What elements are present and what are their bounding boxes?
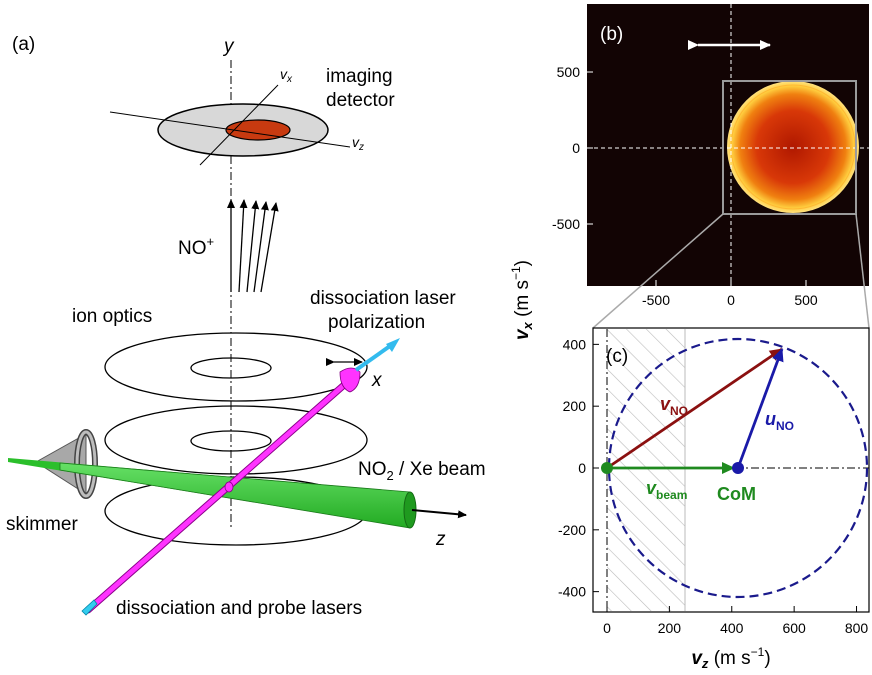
- tick-label: 500: [557, 64, 581, 80]
- com-dot: [732, 462, 744, 474]
- x-tick-label: 800: [845, 620, 869, 636]
- imaging-detector: [109, 84, 351, 166]
- v-no-label: vNO: [660, 394, 688, 418]
- vx-axis-line: [199, 84, 279, 166]
- tick-label: 0: [572, 140, 580, 156]
- y-tick-label: 200: [563, 398, 587, 414]
- vx-label: vx: [280, 66, 293, 85]
- detector-label-line1: imaging: [326, 66, 393, 87]
- y-tick-label: -400: [558, 584, 586, 600]
- z-axis-label: z: [435, 529, 446, 550]
- ion-arrows: [227, 199, 279, 293]
- velocity-ring: [727, 81, 859, 213]
- panel-a-label: (a): [12, 34, 35, 55]
- tick-label: 0: [727, 292, 735, 308]
- v-no-vector: [606, 347, 783, 470]
- x-tick-label: 600: [782, 620, 806, 636]
- tick-label: 500: [794, 292, 818, 308]
- panel-b-label: (b): [600, 24, 623, 45]
- z-axis-arrow: [411, 509, 467, 519]
- panel-c-ticks: -400 -200 0 200 400 0 200 400 600 800: [558, 336, 868, 636]
- laser-beam: [81, 338, 400, 616]
- panel-a: (a) y vx vz imaging detector NO+ ion opt…: [6, 34, 486, 619]
- tick-label: -500: [642, 292, 670, 308]
- panel-c: vNO uNO vbeam CoM (c) -400 -200 0 200 400 0 20…: [558, 327, 870, 636]
- tick-label: -500: [552, 216, 580, 232]
- com-label: CoM: [717, 484, 756, 504]
- polarization-label-line1: dissociation laser: [310, 288, 456, 309]
- origin-dot: [601, 462, 613, 474]
- panel-c-label: (c): [606, 346, 628, 367]
- u-no-label: uNO: [765, 409, 794, 433]
- y-tick-label: 0: [578, 460, 586, 476]
- ion-optics-label: ion optics: [72, 306, 152, 327]
- u-no-vector: [736, 348, 784, 469]
- shared-y-axis-label: vx (m s−1): [509, 260, 535, 340]
- zoom-connector-left: [592, 213, 724, 329]
- ion-label: NO+: [178, 234, 214, 259]
- x-axis-label: x: [371, 370, 383, 391]
- hatched-region: [607, 329, 685, 611]
- shared-x-axis-label: vz (m s−1): [691, 645, 770, 671]
- v-beam-label: vbeam: [646, 478, 687, 502]
- molecular-beam: [8, 458, 417, 529]
- panel-b-y-ticks: 500 0 -500: [552, 64, 593, 232]
- x-tick-label: 200: [658, 620, 682, 636]
- velocity-circle: [607, 337, 869, 599]
- vz-axis-line: [109, 111, 351, 148]
- zoom-box: [722, 80, 857, 215]
- polarization-label-line2: polarization: [328, 312, 425, 333]
- image-content: [727, 81, 859, 213]
- skimmer-label: skimmer: [6, 514, 78, 535]
- zoom-connector-right: [855, 213, 870, 329]
- y-axis-label: y: [222, 36, 235, 57]
- y-tick-label: -200: [558, 522, 586, 538]
- panel-b-x-ticks: -500 0 500: [642, 280, 818, 308]
- y-tick-label: 400: [563, 336, 587, 352]
- detector-label-line2: detector: [326, 90, 395, 111]
- detector-spot: [225, 119, 291, 141]
- panel-b: (b) 500 0 -500 -500 0 500: [552, 4, 869, 308]
- x-tick-label: 0: [603, 620, 611, 636]
- beam-label: NO2 / Xe beam: [358, 459, 486, 483]
- lasers-label: dissociation and probe lasers: [116, 598, 362, 619]
- x-tick-label: 400: [720, 620, 744, 636]
- vz-label: vz: [352, 134, 364, 153]
